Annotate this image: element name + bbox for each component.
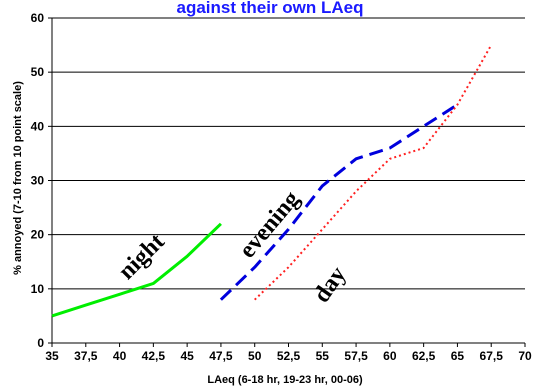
x-tick-label: 35 [45,349,59,363]
x-tick-label: 47,5 [209,349,233,363]
y-axis-title: % annoyed (7-10 from 10 point scale) [12,81,24,275]
series-line-day [254,44,493,301]
y-tick-label: 60 [31,11,45,25]
x-tick-label: 62,5 [412,349,436,363]
y-tick-label: 30 [31,174,45,188]
x-tick-label: 45 [180,349,194,363]
x-tick-label: 37,5 [74,349,98,363]
x-tick-label: 60 [383,349,397,363]
x-tick-label: 70 [518,349,532,363]
x-tick-label: 57,5 [344,349,368,363]
series-line-evening [219,103,459,301]
x-tick-label: 65 [451,349,465,363]
x-tick-label: 55 [316,349,330,363]
series-line-night [51,222,222,318]
plot-area: 0 10 20 30 40 50 60 35 37,5 40 42,5 45 47,5 50 52,5 55 5… [31,11,532,363]
x-tick-label: 50 [248,349,262,363]
x-tick-label: 52,5 [277,349,301,363]
annotation-day: day [309,262,352,308]
y-tick-label: 50 [31,65,45,79]
x-tick-label: 40 [113,349,127,363]
x-tick-label: 67,5 [480,349,504,363]
y-tick-label: 0 [37,336,44,350]
y-tick-label: 20 [31,228,45,242]
y-tick-label: 10 [31,282,45,296]
x-tick-label: 42,5 [142,349,166,363]
y-tick-label: 40 [31,119,45,133]
x-axis-title: LAeq (6-18 hr, 19-23 hr, 00-06) [207,374,363,386]
chart-title: against their own LAeq [176,0,363,17]
